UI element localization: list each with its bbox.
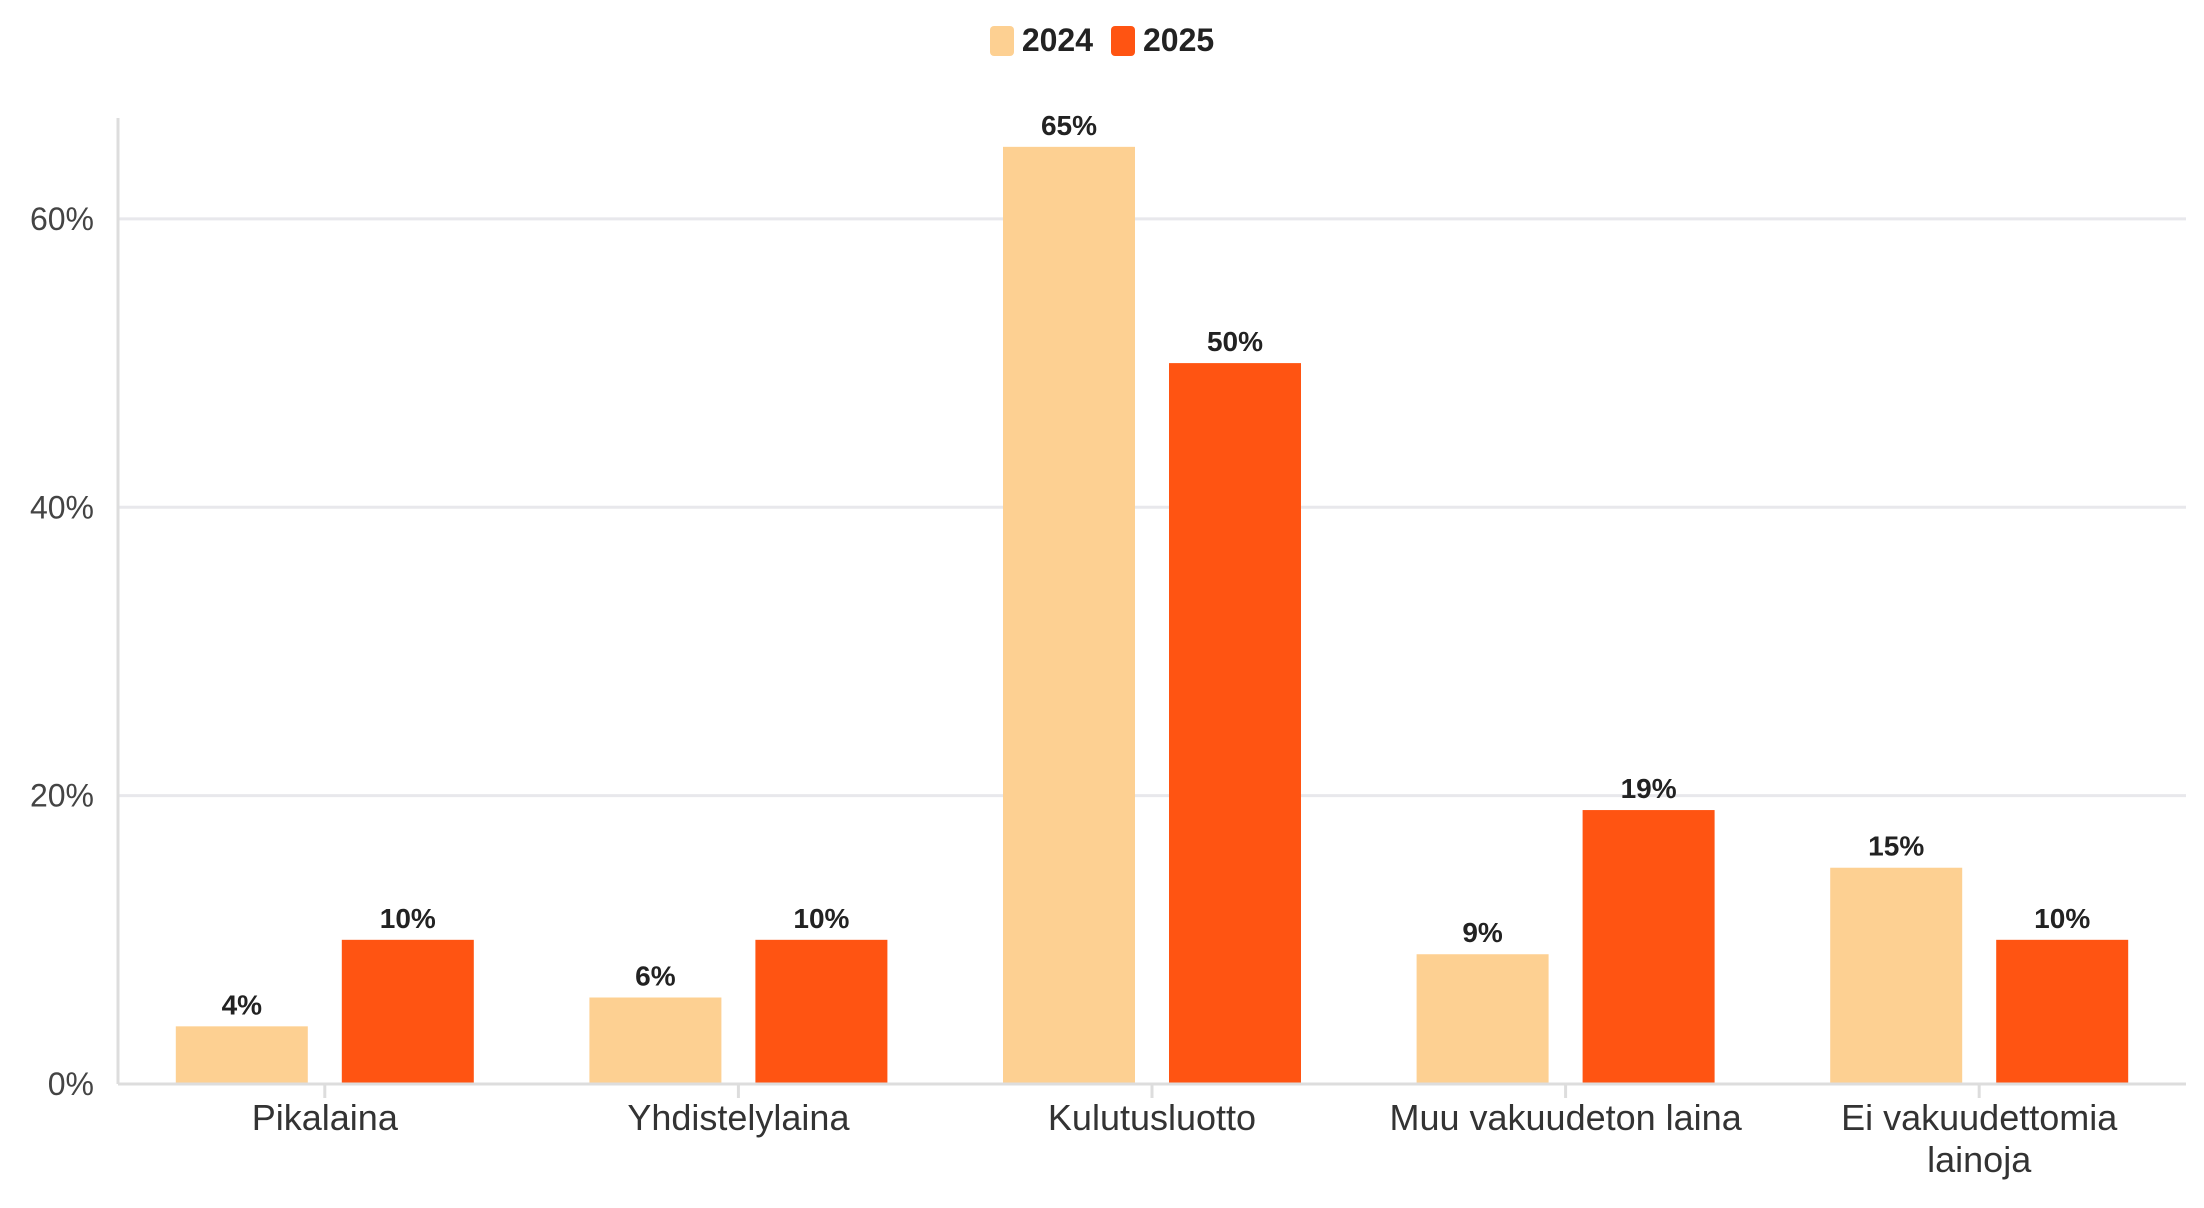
data-label: 10% — [793, 903, 849, 934]
legend-item-2024: 2024 — [989, 22, 1093, 59]
category-label: Pikalaina — [252, 1097, 399, 1138]
bar-2025 — [341, 939, 474, 1084]
bars — [175, 146, 2129, 1084]
category-label: Yhdistelylaina — [627, 1097, 850, 1138]
bar-2025 — [1582, 810, 1715, 1084]
y-axis: 0% 20% 40% 60% — [30, 118, 120, 1102]
bar-2024 — [1830, 867, 1963, 1084]
legend-swatch-2024 — [989, 25, 1014, 56]
bar-2024 — [175, 1026, 308, 1084]
data-label: 19% — [1621, 773, 1677, 804]
bar-2024 — [589, 997, 722, 1084]
bar-2024 — [1003, 146, 1135, 1084]
bar-2024 — [1416, 954, 1549, 1084]
data-label: 50% — [1207, 326, 1263, 357]
legend: 2024 2025 — [0, 22, 2204, 59]
data-label: 65% — [1041, 110, 1097, 141]
legend-label-2024: 2024 — [1021, 22, 1093, 58]
bar-2025 — [1169, 363, 1301, 1084]
y-tick-label: 0% — [48, 1066, 94, 1102]
data-label: 4% — [222, 989, 263, 1020]
data-label: 10% — [380, 903, 436, 934]
bar-2025 — [755, 939, 888, 1084]
x-axis: Pikalaina Yhdistelylaina Kulutusluotto Muu … — [118, 1082, 2186, 1180]
y-tick-label: 40% — [30, 489, 94, 525]
gridlines — [118, 217, 2186, 798]
category-label: Muu vakuudeton laina — [1389, 1097, 1742, 1138]
y-tick-label: 60% — [30, 201, 94, 237]
data-label: 6% — [635, 960, 676, 991]
legend-swatch-2025 — [1111, 25, 1135, 56]
data-label: 15% — [1868, 831, 1924, 862]
data-label: 10% — [2034, 903, 2090, 934]
legend-label-2025: 2025 — [1143, 22, 1215, 58]
category-label: Ei vakuudettomia lainoja — [1841, 1097, 2118, 1180]
data-label: 9% — [1462, 917, 1503, 948]
legend-item-2025: 2025 — [1111, 22, 1214, 59]
y-tick-label: 20% — [30, 778, 94, 814]
bar-2025 — [1996, 939, 2129, 1084]
data-labels: 4% 10% 6% 10% 65% 50% 9% 19% 15% 10% — [222, 110, 2091, 1020]
category-label: Kulutusluotto — [1048, 1097, 1256, 1138]
